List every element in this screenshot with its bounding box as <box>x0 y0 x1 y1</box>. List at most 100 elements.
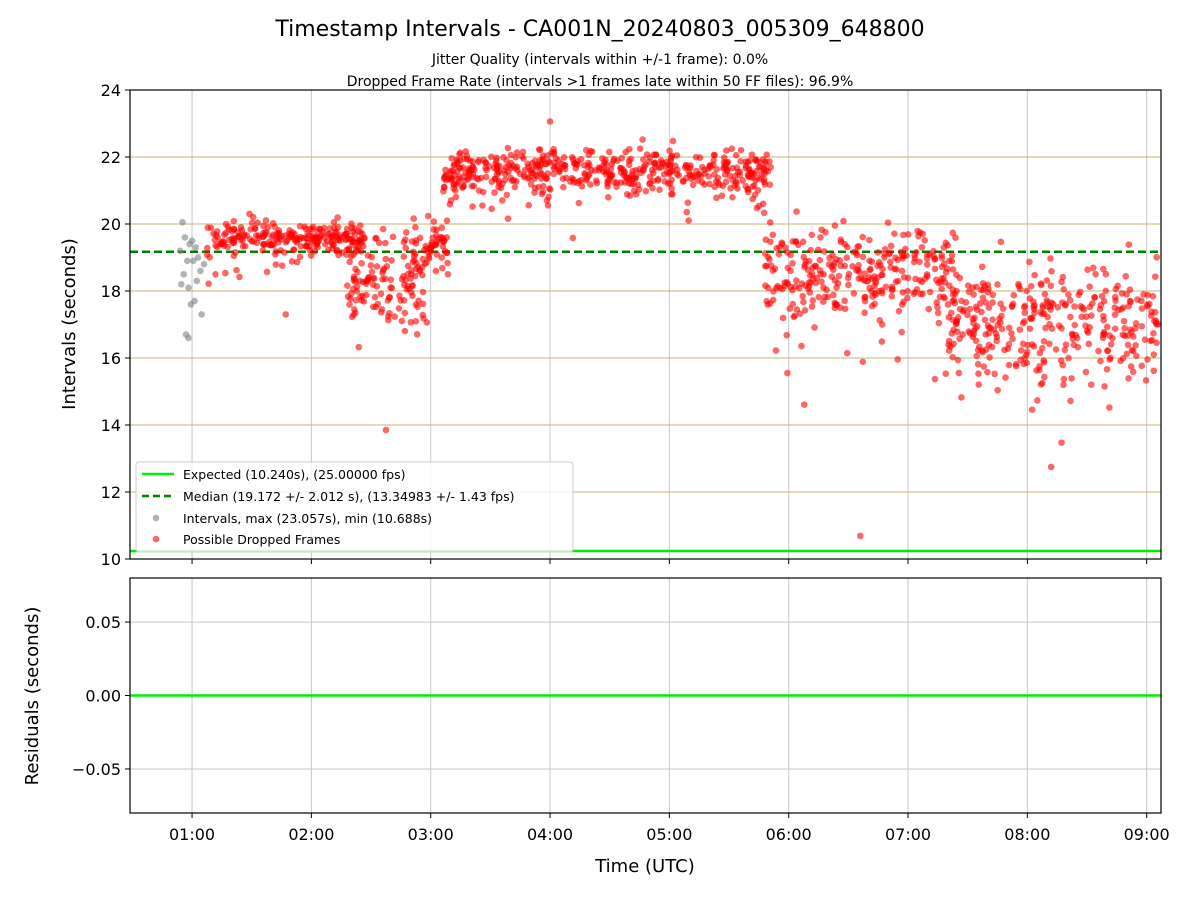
dropped-frame-point <box>831 259 838 267</box>
dropped-frame-point <box>1030 303 1037 310</box>
dropped-frame-point <box>642 187 650 195</box>
y-tick-label: 16 <box>101 349 121 368</box>
dropped-frame-point <box>789 286 796 294</box>
dropped-frame-point <box>684 199 692 207</box>
dropped-frame-point <box>1036 363 1043 370</box>
dropped-frame-point <box>423 319 431 326</box>
dropped-frame-point <box>438 224 446 232</box>
dropped-frame-point <box>306 243 314 250</box>
dropped-frame-point <box>718 192 726 199</box>
dropped-frame-point <box>1068 330 1076 338</box>
dropped-frame-point <box>282 311 290 318</box>
dropped-frame-point <box>409 258 417 266</box>
dropped-frame-point <box>618 154 626 162</box>
dropped-frame-point <box>816 256 824 264</box>
dropped-frame-point <box>760 209 768 217</box>
dropped-frame-point <box>886 249 894 257</box>
dropped-frame-point <box>438 264 446 272</box>
dropped-frame-point <box>938 251 945 259</box>
dropped-frame-point <box>1078 313 1085 321</box>
chart-title: Timestamp Intervals - CA001N_20240803_00… <box>274 17 924 42</box>
dropped-frame-point <box>391 313 398 320</box>
dropped-frame-point <box>491 189 498 196</box>
dropped-frame-point <box>330 218 338 226</box>
dropped-frame-point <box>433 240 440 248</box>
dropped-frame-point <box>441 173 448 181</box>
x-tick-label: 01:00 <box>169 825 215 844</box>
dropped-frame-point <box>578 182 586 190</box>
dropped-frame-point <box>570 179 578 186</box>
dropped-frame-point <box>781 282 788 290</box>
dropped-frame-point <box>979 280 987 287</box>
dropped-frame-point <box>430 218 438 225</box>
dropped-frame-point <box>729 164 736 172</box>
dropped-frame-point <box>1092 270 1099 278</box>
dropped-frame-point <box>452 193 460 201</box>
interval-point <box>183 257 191 265</box>
dropped-frame-point <box>798 342 805 350</box>
dropped-frame-point <box>404 262 412 270</box>
dropped-frame-point <box>997 319 1004 326</box>
dropped-frame-point <box>1059 299 1066 306</box>
dropped-frame-point <box>984 368 991 376</box>
dropped-frame-point <box>1124 341 1132 349</box>
dropped-frame-point <box>832 301 839 308</box>
dropped-frame-point <box>1091 293 1098 301</box>
dropped-frame-point <box>1034 397 1041 404</box>
dropped-frame-point <box>949 266 957 273</box>
interval-point <box>194 254 202 261</box>
dropped-frame-point <box>524 175 532 182</box>
dropped-frame-point <box>935 319 943 327</box>
dropped-frame-point <box>808 303 816 310</box>
dropped-frame-point <box>620 172 628 179</box>
interval-point <box>197 267 204 275</box>
dropped-frame-point <box>719 182 727 190</box>
dropped-frame-point <box>466 166 473 174</box>
dropped-frame-point <box>432 267 440 275</box>
dropped-frame-point <box>913 286 921 293</box>
dropped-frame-point <box>868 258 876 265</box>
dropped-frame-point <box>1059 361 1067 369</box>
dropped-frame-point <box>962 298 970 306</box>
dropped-frame-point <box>1027 282 1035 290</box>
x-tick-label: 04:00 <box>527 825 573 844</box>
dropped-frame-point <box>1102 270 1110 278</box>
dropped-frame-point <box>352 265 359 273</box>
interval-point <box>181 234 189 241</box>
dropped-frame-point <box>1036 349 1044 357</box>
dropped-frame-point <box>1015 280 1022 288</box>
dropped-frame-point <box>982 346 990 353</box>
dropped-frame-point <box>444 259 451 267</box>
dropped-frame-point <box>387 276 395 283</box>
dropped-frame-point <box>802 258 809 265</box>
dropped-frame-point <box>787 267 794 275</box>
dropped-frame-point <box>357 238 364 245</box>
dropped-frame-point <box>379 267 387 274</box>
dropped-frame-point <box>713 165 721 173</box>
dropped-frame-point <box>943 265 951 273</box>
dropped-frame-point <box>350 306 358 313</box>
residuals-plot: 0.050.00−0.05 01:00 02:00 03:00 04:00 05:00 0… <box>22 577 1170 877</box>
dropped-frame-point <box>283 237 291 245</box>
dropped-frame-point <box>469 203 476 210</box>
dropped-frame-point <box>697 172 705 180</box>
dropped-frame-point <box>867 265 874 273</box>
dropped-frame-point <box>1121 324 1128 332</box>
interval-point <box>193 277 201 285</box>
dropped-frame-point <box>884 219 892 226</box>
dropped-frame-point <box>766 256 773 263</box>
dropped-frame-point <box>277 247 284 254</box>
dropped-frame-point <box>934 303 941 311</box>
dropped-frame-point <box>382 426 390 434</box>
dropped-frame-point <box>550 170 557 178</box>
dropped-frame-point <box>761 181 769 188</box>
dropped-frame-point <box>710 151 718 159</box>
dropped-frame-point <box>944 301 952 308</box>
dropped-frame-point <box>800 401 808 408</box>
dropped-frame-point <box>456 164 464 172</box>
dropped-frame-point <box>1047 306 1054 313</box>
dropped-frame-point <box>541 160 549 168</box>
dropped-frame-point <box>742 164 750 172</box>
dropped-frame-point <box>356 277 364 285</box>
dropped-frame-point <box>871 300 879 308</box>
